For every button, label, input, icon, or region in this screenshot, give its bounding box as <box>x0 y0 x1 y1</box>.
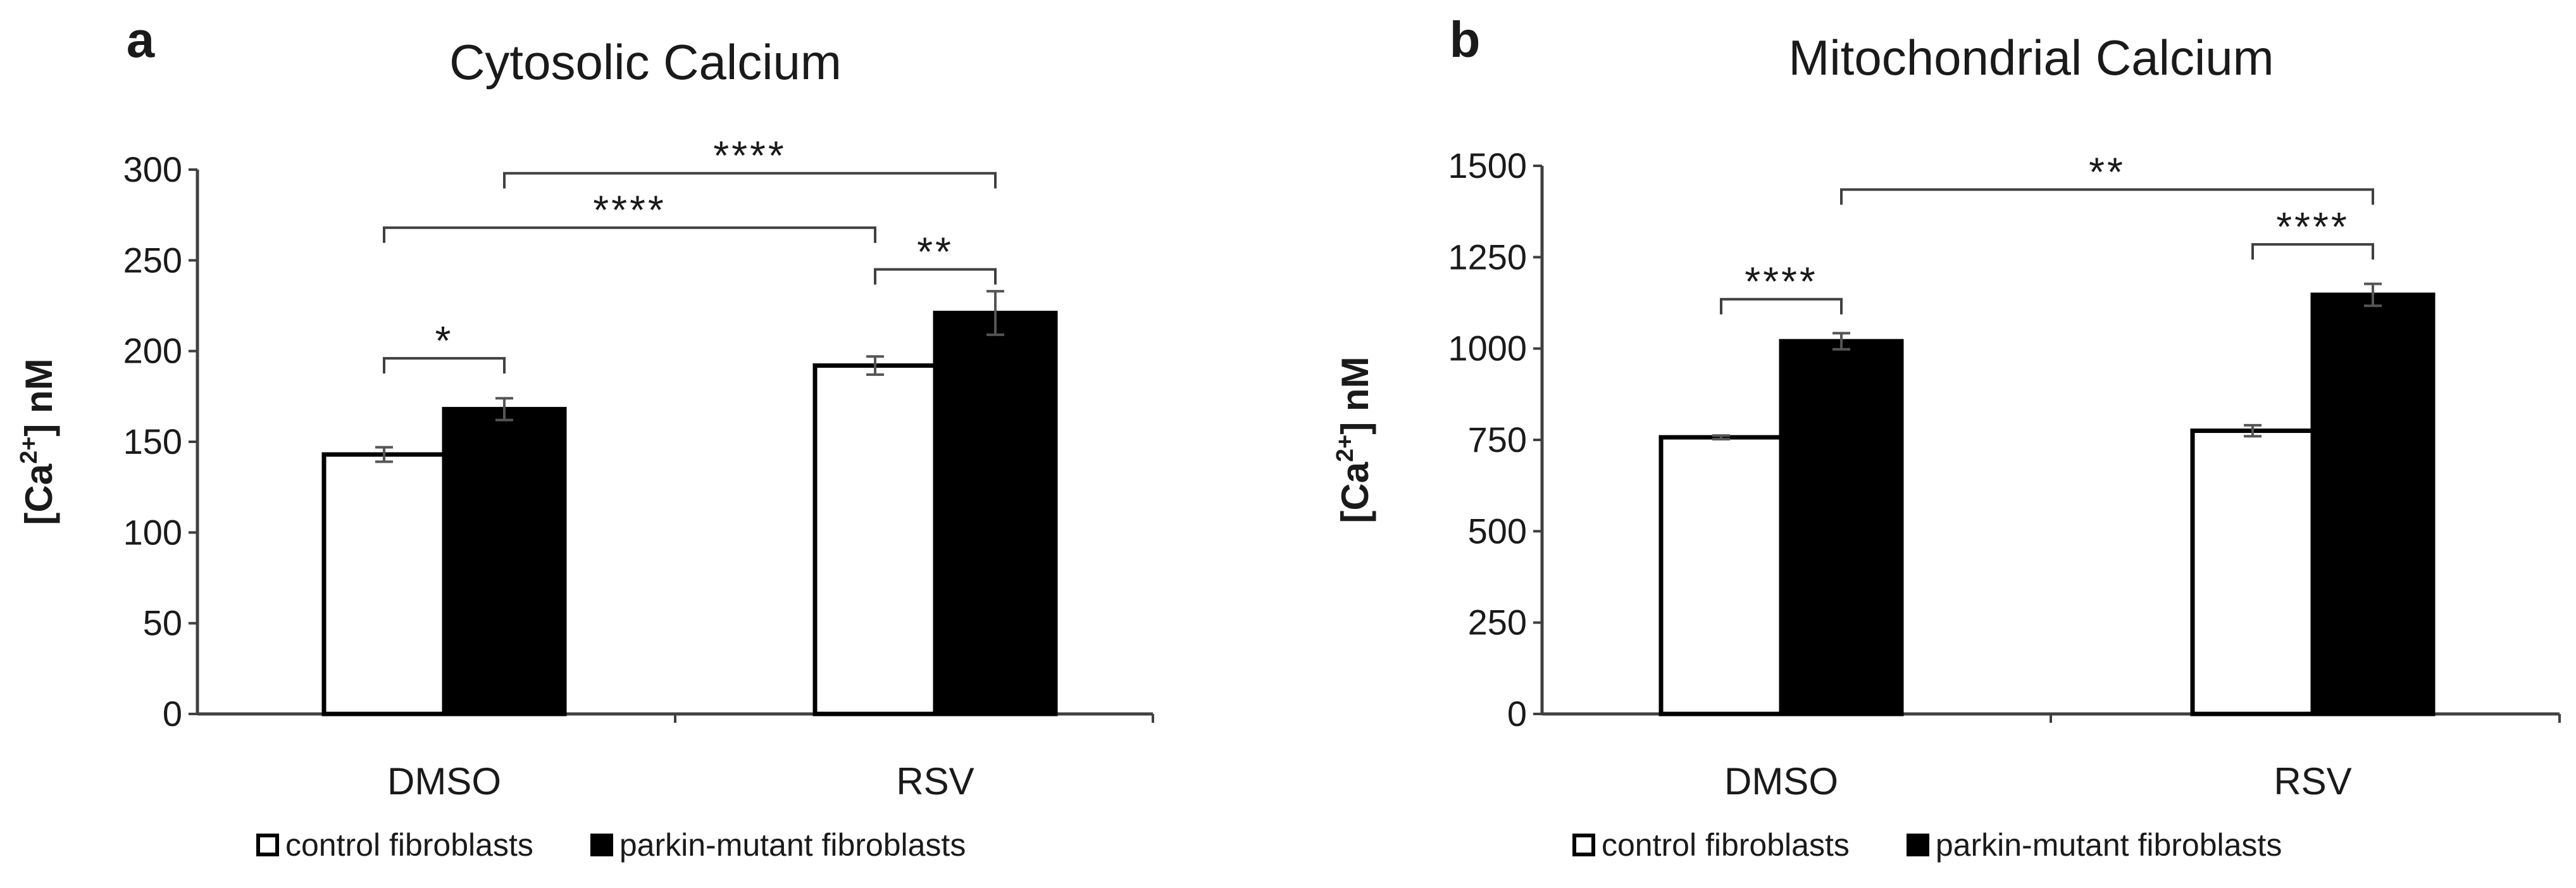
y-axis-label-b: [Ca2+] nM <box>1332 356 1376 523</box>
category-label-a-1: RSV <box>896 760 974 803</box>
y-tick-label-a-2: 100 <box>123 512 182 552</box>
legend-a-control: control fibroblasts <box>256 827 533 863</box>
significance-label-b-0: **** <box>1745 259 1818 304</box>
bar-a-0-1 <box>812 363 938 716</box>
y-tick-label-a-0: 0 <box>163 694 182 734</box>
legend-b-mutant-swatch <box>1906 834 1929 856</box>
y-tick-label-b-5: 1250 <box>1448 237 1527 277</box>
significance-bracket-b-2 <box>1840 188 2374 205</box>
legend-b: control fibroblasts parkin-mutant fibrob… <box>1572 827 2282 863</box>
significance-bracket-a-1 <box>874 268 997 285</box>
chart-title-b: Mitochondrial Calcium <box>1788 30 2274 85</box>
chart-title-a: Cytosolic Calcium <box>449 34 842 90</box>
significance-label-b-1: **** <box>2276 204 2349 249</box>
legend-b-control-label: control fibroblasts <box>1602 827 1850 863</box>
significance-label-b-2: ** <box>2089 149 2125 195</box>
legend-b-control: control fibroblasts <box>1572 827 1850 863</box>
y-axis-label-a: [Ca2+] nM <box>16 358 60 525</box>
bar-a-1-0 <box>442 406 567 716</box>
legend-b-mutant: parkin-mutant fibroblasts <box>1906 827 2282 863</box>
bar-b-0-0 <box>1658 435 1784 716</box>
y-tick-label-a-5: 250 <box>123 240 182 280</box>
legend-a-mutant-label: parkin-mutant fibroblasts <box>619 827 966 863</box>
y-tick-label-b-2: 500 <box>1468 511 1527 551</box>
legend-b-mutant-label: parkin-mutant fibroblasts <box>1935 827 2282 863</box>
legend-a-mutant: parkin-mutant fibroblasts <box>590 827 966 863</box>
bar-a-1-1 <box>933 310 1058 716</box>
significance-label-a-3: **** <box>713 133 787 178</box>
legend-a-control-label: control fibroblasts <box>285 827 533 863</box>
y-tick-label-a-4: 200 <box>123 331 182 371</box>
y-tick-label-b-0: 0 <box>1507 694 1527 734</box>
legend-b-control-swatch <box>1572 834 1595 856</box>
y-tick-label-a-6: 300 <box>123 149 182 189</box>
legend-a-control-swatch <box>256 834 279 856</box>
significance-bracket-b-0 <box>1720 297 1843 315</box>
significance-bracket-a-0 <box>383 357 506 374</box>
category-label-a-0: DMSO <box>387 760 501 803</box>
legend-a-mutant-swatch <box>590 834 613 856</box>
significance-bracket-a-3 <box>503 172 997 189</box>
bar-a-0-0 <box>321 452 447 716</box>
y-tick-label-b-4: 1000 <box>1448 328 1527 368</box>
category-label-b-1: RSV <box>2274 760 2351 803</box>
bar-b-1-1 <box>2310 292 2436 716</box>
significance-bracket-a-2 <box>383 226 876 243</box>
bar-b-1-0 <box>1779 339 1904 716</box>
y-tick-label-b-1: 250 <box>1468 603 1527 642</box>
panel-label-b: b <box>1450 11 1481 68</box>
category-label-b-0: DMSO <box>1724 760 1838 803</box>
y-tick-label-a-1: 50 <box>143 603 182 643</box>
significance-label-a-2: **** <box>593 187 666 233</box>
significance-label-a-1: ** <box>917 229 954 275</box>
panel-label-a: a <box>127 11 155 68</box>
y-tick-label-b-3: 750 <box>1468 420 1527 460</box>
bar-b-0-1 <box>2190 428 2315 716</box>
significance-label-a-0: * <box>435 318 454 363</box>
significance-bracket-b-1 <box>2251 243 2374 260</box>
legend-a: control fibroblasts parkin-mutant fibrob… <box>256 827 966 863</box>
y-tick-label-a-3: 150 <box>123 422 182 461</box>
y-tick-label-b-6: 1500 <box>1448 146 1527 185</box>
